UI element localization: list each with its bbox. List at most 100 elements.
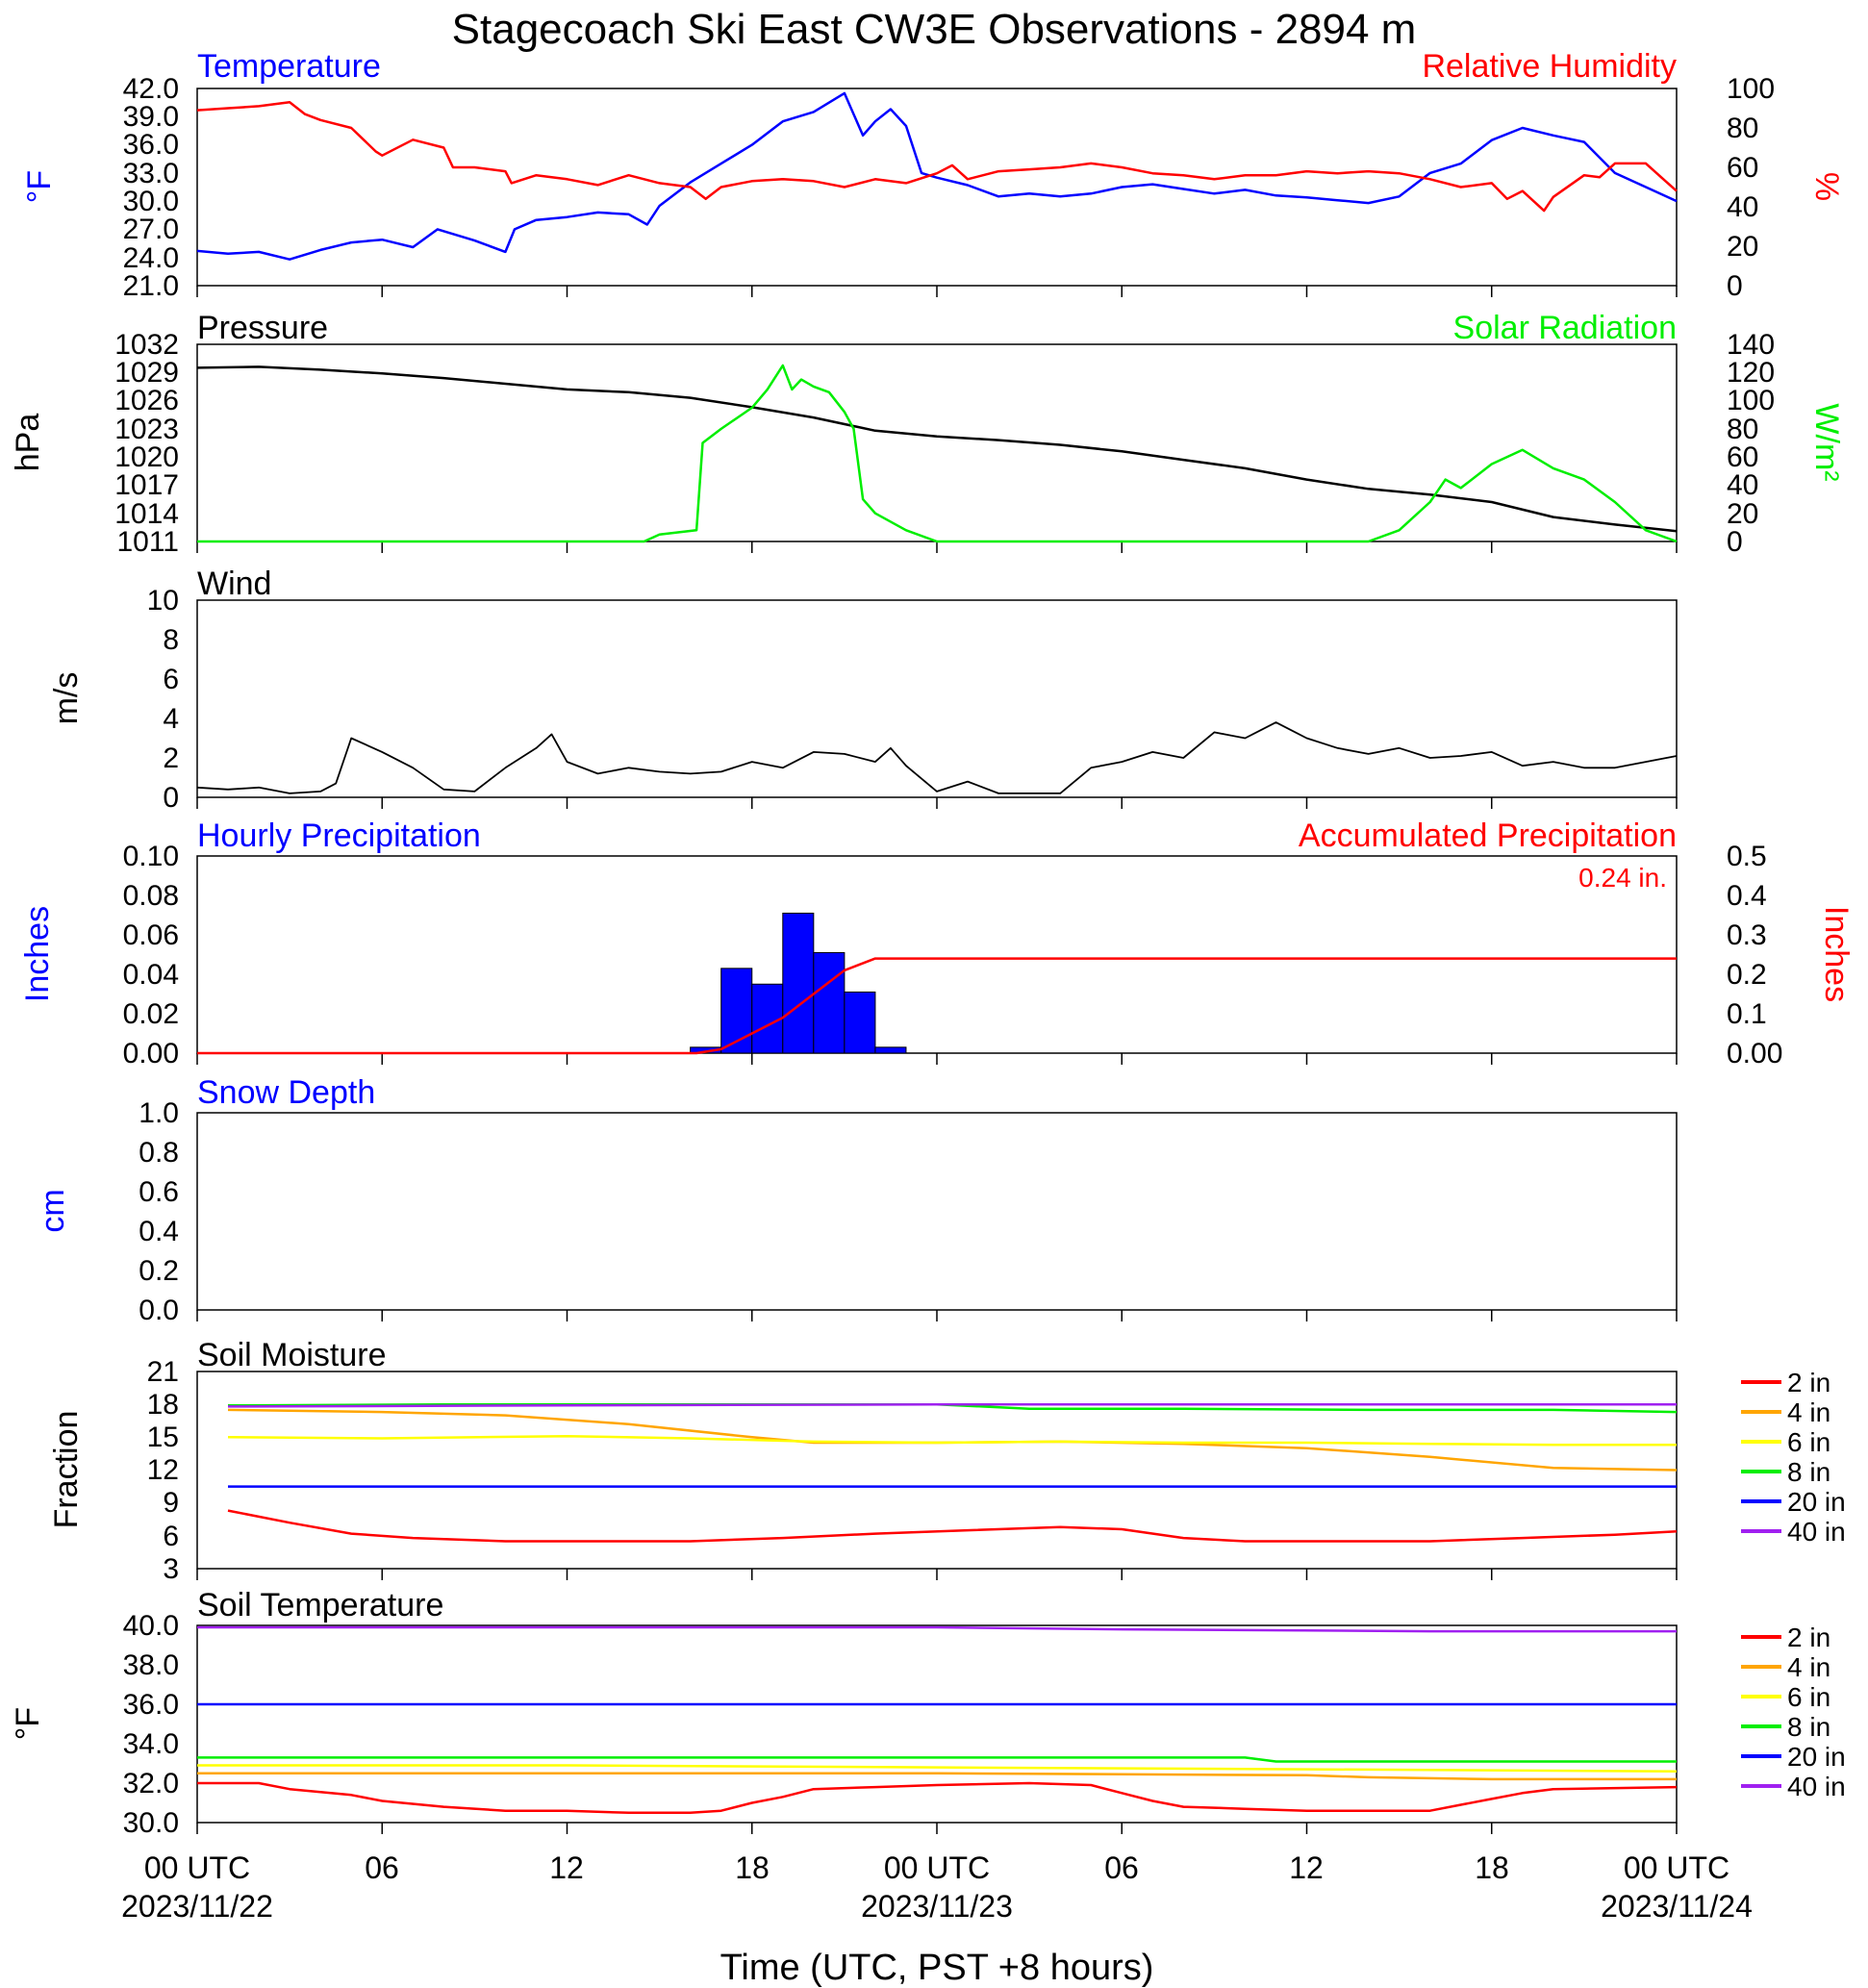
y-tick-label: 42.0 — [123, 73, 179, 105]
humidity-unit: % — [1808, 172, 1845, 201]
soil-moisture-unit: Fraction — [48, 1411, 85, 1529]
pressure-y-ticks: 1032 1029 1026 1023 1020 1017 1014 1011 — [114, 329, 179, 558]
y-tick-label: 80 — [1727, 414, 1758, 445]
y-tick-label: 6 — [163, 664, 179, 695]
hourly-precip-title: Hourly Precipitation — [197, 818, 481, 854]
panel-snow-depth: Snow Depth cm 1.0 0.8 0.6 0.4 0.2 0.0 — [35, 1074, 1678, 1326]
y-tick-label: 0.0 — [139, 1295, 179, 1326]
y-tick-label: 36.0 — [123, 1689, 179, 1721]
pressure-line — [196, 365, 1678, 533]
y-tick-label: 1029 — [114, 357, 179, 389]
x-tick-label: 00 UTC — [884, 1850, 990, 1885]
y-tick-label: 1.0 — [139, 1097, 179, 1129]
legend-label: 20 in — [1787, 1742, 1846, 1772]
x-tick-label: 12 — [549, 1850, 584, 1885]
y-tick-label: 1017 — [114, 469, 179, 501]
legend-label: 2 in — [1787, 1623, 1830, 1652]
soil-temp-line — [197, 1764, 1678, 1773]
y-tick-label: 6 — [163, 1521, 179, 1552]
soil-temp-y-ticks: 40.0 38.0 36.0 34.0 32.0 30.0 — [123, 1610, 179, 1839]
y-tick-label: 0.1 — [1727, 998, 1767, 1030]
x-tick-date: 2023/11/24 — [1601, 1889, 1753, 1924]
y-tick-label: 100 — [1727, 73, 1775, 105]
panel-frame — [196, 599, 1678, 798]
y-tick-label: 0.6 — [139, 1176, 179, 1208]
panel-frame — [196, 855, 1678, 1054]
legend-label: 8 in — [1787, 1457, 1830, 1487]
y-tick-label: 1032 — [114, 329, 179, 361]
legend-label: 4 in — [1787, 1652, 1830, 1682]
y-tick-label: 36.0 — [123, 129, 179, 161]
y-tick-label: 1014 — [114, 498, 179, 530]
accum-precip-title: Accumulated Precipitation — [1299, 818, 1677, 854]
y-tick-label: 0.2 — [1727, 959, 1767, 991]
y-tick-label: 32.0 — [123, 1768, 179, 1799]
soil-moisture-title: Soil Moisture — [197, 1337, 387, 1373]
panel-frame — [196, 1112, 1678, 1311]
soil-moisture-line — [227, 1509, 1678, 1543]
soil-temp-line — [197, 1772, 1677, 1781]
y-tick-label: 0.4 — [1727, 880, 1767, 912]
panel-soil-moisture: Soil Moisture Fraction 21 18 15 12 9 6 3… — [48, 1337, 1846, 1585]
wind-title: Wind — [197, 566, 271, 602]
y-tick-label: 40 — [1727, 469, 1758, 501]
y-tick-label: 18 — [147, 1389, 179, 1421]
accum-precip-unit: Inches — [1818, 906, 1855, 1002]
panel-pressure-solar: Pressure Solar Radiation hPa W/m² 1032 1… — [10, 310, 1845, 558]
soil-temp-line — [197, 1625, 1677, 1633]
panel-soil-temperature: Soil Temperature °F 40.0 38.0 36.0 34.0 … — [10, 1587, 1846, 1839]
y-tick-label: 30.0 — [123, 186, 179, 217]
wind-y-ticks: 10 8 6 4 2 0 — [147, 585, 179, 814]
y-tick-label: 21 — [147, 1356, 179, 1388]
y-tick-label: 40 — [1727, 191, 1758, 223]
y-tick-label: 0.10 — [123, 841, 179, 872]
y-tick-label: 8 — [163, 624, 179, 656]
x-tick-label: 12 — [1289, 1850, 1324, 1885]
y-tick-label: 0.4 — [139, 1216, 179, 1247]
x-tick-label: 06 — [1104, 1850, 1139, 1885]
humidity-y-ticks: 100 80 60 40 20 0 — [1727, 73, 1775, 302]
humidity-title: Relative Humidity — [1422, 48, 1677, 85]
solar-title: Solar Radiation — [1453, 310, 1677, 346]
precip-bar — [874, 1046, 907, 1054]
y-tick-label: 0.04 — [123, 959, 179, 991]
pressure-unit: hPa — [10, 414, 46, 472]
y-tick-label: 0.06 — [123, 919, 179, 951]
y-tick-label: 0.08 — [123, 880, 179, 912]
y-tick-label: 0 — [1727, 270, 1743, 302]
legend-label: 4 in — [1787, 1397, 1830, 1427]
hourly-precip-unit: Inches — [19, 906, 56, 1002]
pressure-title: Pressure — [197, 310, 328, 346]
panel-frame — [196, 343, 1678, 542]
solar-y-ticks: 140 120 100 80 60 40 20 0 — [1727, 329, 1775, 558]
y-tick-label: 30.0 — [123, 1807, 179, 1839]
soil-temp-line — [197, 1781, 1678, 1815]
y-tick-label: 1023 — [114, 414, 179, 445]
x-axis: 00 UTC 2023/11/22 06 12 18 00 UTC 2023/1… — [121, 1850, 1753, 1988]
panel-precipitation: Hourly Precipitation Accumulated Precipi… — [19, 818, 1855, 1069]
solar-radiation-line — [197, 364, 1678, 543]
chart-title: Stagecoach Ski East CW3E Observations - … — [452, 6, 1417, 53]
legend-label: 6 in — [1787, 1427, 1830, 1457]
y-tick-label: 10 — [147, 585, 179, 617]
soil-moisture-line — [227, 1408, 1678, 1472]
temperature-title: Temperature — [197, 48, 381, 85]
panel-frame — [196, 88, 1678, 287]
temperature-y-ticks: 42.0 39.0 36.0 33.0 30.0 27.0 24.0 21.0 — [123, 73, 179, 302]
precip-total-label: 0.24 in. — [1578, 863, 1667, 893]
snow-y-ticks: 1.0 0.8 0.6 0.4 0.2 0.0 — [139, 1097, 179, 1326]
snow-unit: cm — [35, 1189, 71, 1232]
soil-moisture-line — [227, 1402, 1677, 1408]
plot-layer — [196, 91, 1678, 1834]
y-tick-label: 60 — [1727, 152, 1758, 184]
x-tick-date: 2023/11/23 — [861, 1889, 1013, 1924]
x-tick-label: 00 UTC — [1624, 1850, 1729, 1885]
soil-moisture-line — [227, 1434, 1677, 1447]
x-axis-label: Time (UTC, PST +8 hours) — [720, 1948, 1154, 1988]
y-tick-label: 4 — [163, 703, 179, 735]
temperature-line — [196, 91, 1678, 261]
y-tick-label: 3 — [163, 1553, 179, 1585]
precip-bar — [782, 912, 815, 1054]
soil-temp-legend: 2 in 4 in 6 in 8 in 20 in 40 in — [1741, 1623, 1846, 1801]
temperature-unit: °F — [21, 170, 58, 203]
